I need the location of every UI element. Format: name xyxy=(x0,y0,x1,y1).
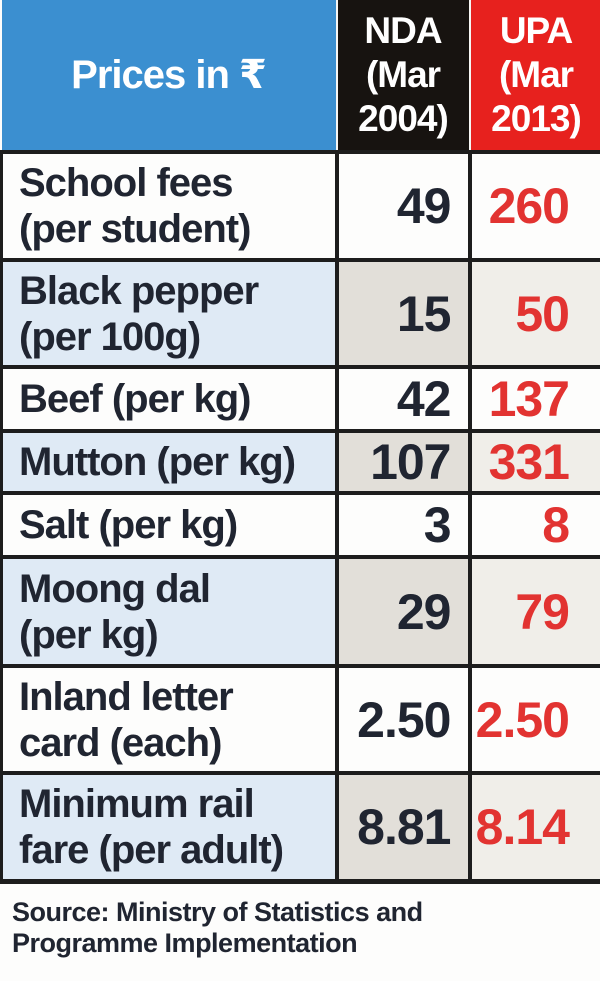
table-row: Inland letter card (each) 2.50 2.50 xyxy=(0,664,600,775)
header-row: Prices in ₹ NDA (Mar 2004) UPA (Mar 2013… xyxy=(1,0,600,152)
table-row: Minimum rail fare (per adult) 8.81 8.14 xyxy=(0,771,600,884)
upa-value: 50 xyxy=(467,258,600,369)
table-row: Moong dal (per kg) 29 79 xyxy=(0,555,600,668)
item-label: Mutton (per kg) xyxy=(0,429,339,495)
source-note: Source: Ministry of Statistics and Progr… xyxy=(12,896,423,958)
table-row: Beef (per kg) 42 137 xyxy=(0,365,600,433)
upa-value: 137 xyxy=(467,365,600,433)
item-label: School fees (per student) xyxy=(0,150,339,262)
nda-value: 29 xyxy=(334,555,472,668)
table-row: School fees (per student) 49 260 xyxy=(0,150,600,262)
item-label: Black pepper (per 100g) xyxy=(0,258,339,369)
upa-value: 8 xyxy=(467,491,600,559)
upa-value: 8.14 xyxy=(467,771,600,884)
nda-value: 3 xyxy=(334,491,472,559)
nda-value: 42 xyxy=(334,365,472,433)
nda-value: 15 xyxy=(334,258,472,369)
nda-value: 49 xyxy=(334,150,472,262)
nda-value: 107 xyxy=(334,429,472,495)
upa-value: 2.50 xyxy=(467,664,600,775)
item-label: Salt (per kg) xyxy=(0,491,339,559)
header-upa-mar-2013: UPA (Mar 2013) xyxy=(468,0,600,152)
item-label: Inland letter card (each) xyxy=(0,664,339,775)
item-label: Beef (per kg) xyxy=(0,365,339,433)
nda-value: 2.50 xyxy=(334,664,472,775)
header-prices-in-rupees: Prices in ₹ xyxy=(1,0,337,152)
price-table: Prices in ₹ NDA (Mar 2004) UPA (Mar 2013… xyxy=(0,0,600,884)
upa-value: 79 xyxy=(467,555,600,668)
item-label: Moong dal (per kg) xyxy=(0,555,339,668)
table-row: Black pepper (per 100g) 15 50 xyxy=(0,258,600,369)
upa-value: 260 xyxy=(467,150,600,262)
nda-value: 8.81 xyxy=(334,771,472,884)
header-nda-mar-2004: NDA (Mar 2004) xyxy=(335,0,470,152)
upa-value: 331 xyxy=(467,429,600,495)
table-row: Mutton (per kg) 107 331 xyxy=(0,429,600,495)
table-row: Salt (per kg) 3 8 xyxy=(0,491,600,559)
item-label: Minimum rail fare (per adult) xyxy=(0,771,339,884)
